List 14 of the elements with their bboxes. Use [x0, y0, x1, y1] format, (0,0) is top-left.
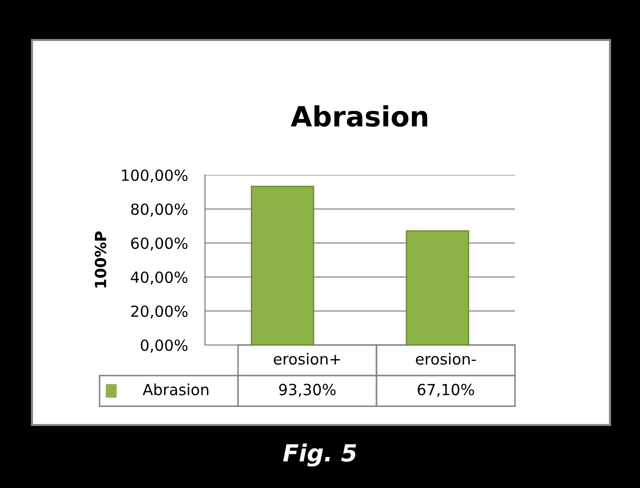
- data-label: 67,10%: [418, 384, 474, 397]
- x-tick-label: erosion-: [416, 352, 476, 365]
- legend-label: Abrasion: [142, 384, 208, 396]
- y-tick-label: 0,00%: [140, 339, 188, 353]
- y-axis-title: 100%P: [94, 231, 106, 288]
- y-tick-label: 20,00%: [131, 305, 188, 319]
- y-tick-label: 60,00%: [131, 237, 188, 251]
- chart-title: Abrasion: [290, 105, 428, 127]
- caption: Fig. 5: [283, 443, 356, 467]
- x-tick-label: erosion+: [274, 352, 340, 365]
- y-tick-label: 40,00%: [130, 271, 188, 285]
- y-tick-label: 100,00%: [122, 169, 188, 183]
- data-label: 93,30%: [279, 384, 336, 397]
- y-tick-label: 80,00%: [131, 203, 188, 217]
